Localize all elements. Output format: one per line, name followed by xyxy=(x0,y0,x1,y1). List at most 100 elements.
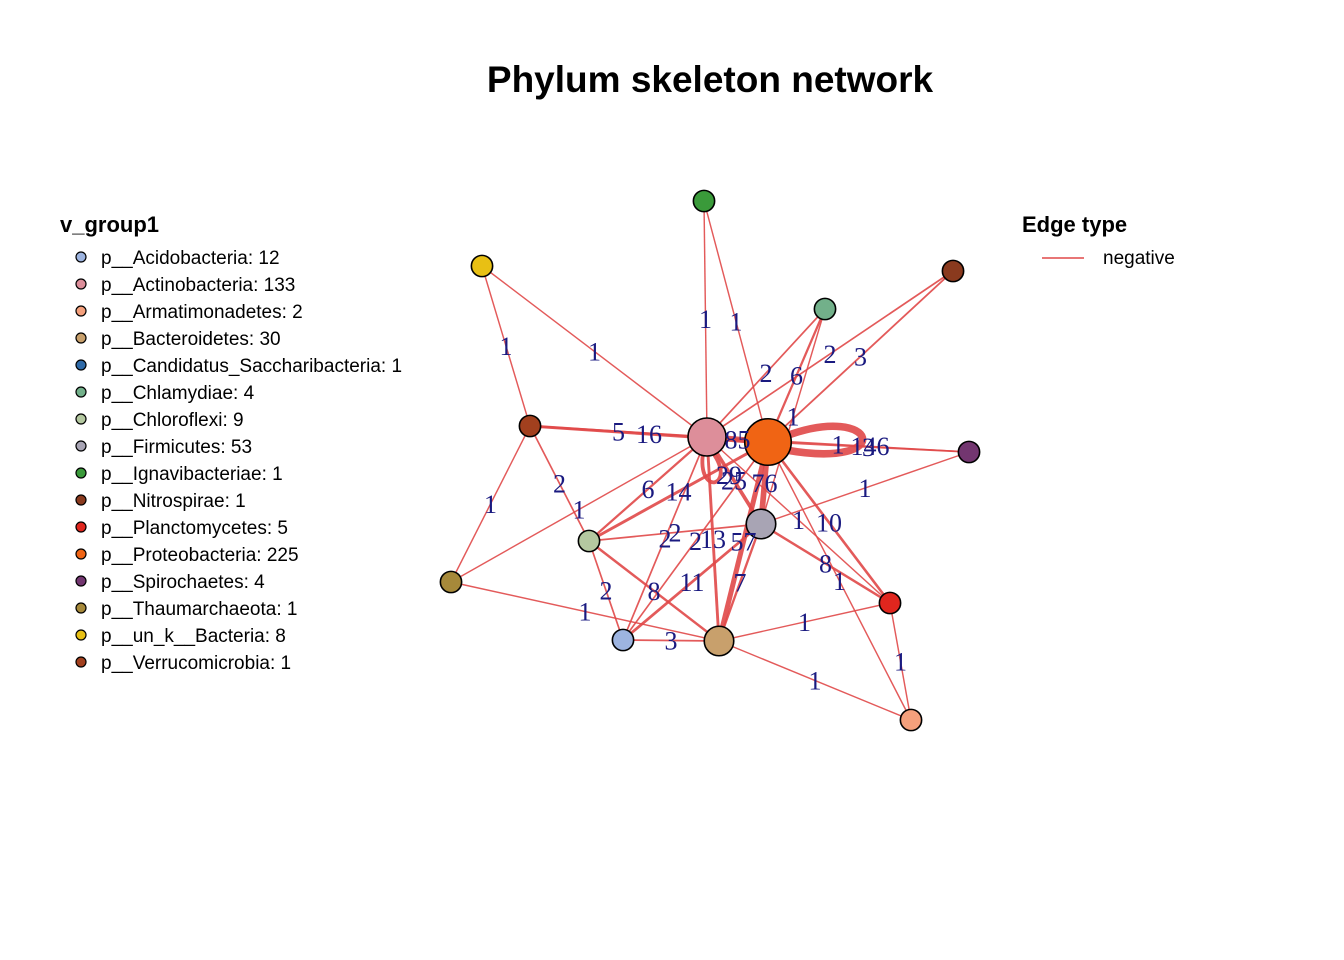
legend-item-thaumarchaeota: p__Thaumarchaeota: 1 xyxy=(101,599,297,620)
edge-weight-label: 1 xyxy=(500,332,513,361)
edge-acidobacteria-proteobacteria xyxy=(622,441,769,641)
edge-firmicutes-spirochaetes xyxy=(760,451,970,525)
edge-weight-label: 14 xyxy=(666,478,692,507)
edge-verrucomicrobia-thaumarchaeota xyxy=(450,425,531,583)
legend-item-nitrospirae: p__Nitrospirae: 1 xyxy=(101,491,246,512)
edge-chlamydiae-proteobacteria xyxy=(766,308,827,443)
edge-weight-label: 3 xyxy=(854,343,867,372)
edge-weight-label: 1 xyxy=(787,403,800,432)
node-verrucomicrobia xyxy=(518,414,542,438)
edge-weight-label: 146 xyxy=(851,432,890,461)
legend-item-ignavibacteriae: p__Ignavibacteriae: 1 xyxy=(101,464,283,485)
edge-thaumarchaeota-bacteroidetes xyxy=(450,581,720,642)
edge-acidobacteria-bacteroidetes xyxy=(622,639,720,642)
edge-weight-label: 1 xyxy=(573,496,586,525)
legend-item-planctomycetes: p__Planctomycetes: 5 xyxy=(101,518,288,539)
edge-weight-label: 1 xyxy=(833,567,846,596)
edge-weight-label: 8 xyxy=(819,550,832,579)
legend-swatch-ignavibacteriae xyxy=(75,467,87,479)
edge-weight-label: 2 xyxy=(824,340,837,369)
edge-weight-label: 1 xyxy=(792,506,805,535)
edge-weight-label: 2 xyxy=(760,359,773,388)
legend-swatch-candidatus-saccharibacteria xyxy=(75,359,87,371)
node-legend-title: v_group1 xyxy=(60,212,159,237)
edge-weight-label: 1 xyxy=(832,431,845,460)
edge-weight-label: 25 xyxy=(721,467,747,496)
edge-proteobacteria-armatimonadetes xyxy=(767,441,912,721)
legend-item-armatimonadetes: p__Armatimonadetes: 2 xyxy=(101,302,303,323)
edge-proteobacteria-chloroflexi xyxy=(588,440,769,543)
edge-proteobacteria-planctomycetes xyxy=(766,441,892,604)
node-legend: v_group1 p__Acidobacteria: 12 p__Actinoba… xyxy=(60,212,402,674)
edge-chlamydiae-actinobacteria xyxy=(706,308,826,438)
edge-weight-label: 85 xyxy=(725,426,751,455)
edge-actinobacteria-planctomycetes xyxy=(706,436,891,604)
legend-swatch-planctomycetes xyxy=(75,521,87,533)
edge-nitrospirae-proteobacteria xyxy=(767,270,954,443)
node-un-k-bacteria xyxy=(470,254,494,278)
edge-weight-label: 8 xyxy=(648,577,661,606)
node-ignavibacteriae xyxy=(692,189,716,213)
edge-weight-label: 1 xyxy=(699,305,712,334)
edge-weight-label: 5 xyxy=(612,418,625,447)
edge-weight-label: 1 xyxy=(730,308,743,337)
node-actinobacteria xyxy=(687,417,727,457)
legend-swatch-spirochaetes xyxy=(75,575,87,587)
edge-weight-label: 1 xyxy=(894,648,907,677)
node-legend-items: p__Acidobacteria: 12 p__Actinobacteria: 1… xyxy=(75,248,402,674)
edge-actinobacteria-bacteroidetes xyxy=(705,436,721,642)
node-proteobacteria xyxy=(743,417,793,467)
edge-weight-label: 1 xyxy=(798,608,811,637)
node-nitrospirae xyxy=(941,259,965,283)
edge-weight-label: 1 xyxy=(579,598,592,627)
legend-item-acidobacteria: p__Acidobacteria: 12 xyxy=(101,248,280,269)
legend-item-verrucomicrobia: p__Verrucomicrobia: 1 xyxy=(101,653,291,674)
edge-proteobacteria-bacteroidetes xyxy=(716,441,771,642)
edge-actinobacteria-thaumarchaeota xyxy=(450,436,708,583)
legend-item-bacteroidetes: p__Bacteroidetes: 30 xyxy=(101,329,281,350)
edge-un-k-bacteria-verrucomicrobia xyxy=(481,265,531,427)
legend-swatch-actinobacteria xyxy=(75,278,87,290)
legend-swatch-verrucomicrobia xyxy=(75,656,87,668)
nodes-layer xyxy=(439,189,981,732)
edge-weight-label: 76 xyxy=(752,469,778,498)
edge-weight-label: 3 xyxy=(862,433,875,462)
legend-item-chloroflexi: p__Chloroflexi: 9 xyxy=(101,410,244,431)
edge-actinobacteria-chloroflexi xyxy=(588,436,708,542)
edges-layer xyxy=(450,200,970,721)
edge-weight-label: 2 xyxy=(689,527,702,556)
plot-title: Phylum skeleton network xyxy=(487,59,934,100)
edge-weight-label: 1 xyxy=(484,490,497,519)
legend-swatch-nitrospirae xyxy=(75,494,87,506)
edge-chlamydiae-firmicutes xyxy=(760,308,826,525)
edge-ignavibacteriae-actinobacteria xyxy=(703,200,708,438)
legend-item-spirochaetes: p__Spirochaetes: 4 xyxy=(101,572,265,593)
edge-chloroflexi-bacteroidetes xyxy=(588,540,720,642)
node-chlamydiae xyxy=(813,297,837,321)
node-thaumarchaeota xyxy=(439,570,463,594)
legend-item-firmicutes: p__Firmicutes: 53 xyxy=(101,437,252,458)
legend-swatch-firmicutes xyxy=(75,440,87,452)
edge-weight-label: 29 xyxy=(716,461,742,490)
node-firmicutes xyxy=(745,508,777,540)
edge-weight-label: 1 xyxy=(859,474,872,503)
edge-actinobacteria-actinobacteria xyxy=(700,451,723,485)
node-spirochaetes xyxy=(957,440,981,464)
edge-actinobacteria-acidobacteria xyxy=(622,436,708,641)
legend-item-proteobacteria: p__Proteobacteria: 225 xyxy=(101,545,299,566)
edge-weight-label: 1 xyxy=(588,338,601,367)
edge-verrucomicrobia-chloroflexi xyxy=(529,425,590,542)
legend-swatch-thaumarchaeota xyxy=(75,602,87,614)
node-planctomycetes xyxy=(878,591,902,615)
edge-weight-label: 7 xyxy=(734,569,747,598)
edge-firmicutes-bacteroidetes xyxy=(717,523,763,642)
legend-swatch-chloroflexi xyxy=(75,413,87,425)
edge-nitrospirae-actinobacteria xyxy=(706,270,954,438)
edge-weight-label: 2 xyxy=(553,470,566,499)
edge-weight-label: 10 xyxy=(816,509,842,538)
node-chloroflexi xyxy=(577,529,601,553)
legend-swatch-bacteroidetes xyxy=(75,332,87,344)
edge-weight-label: 16 xyxy=(636,420,662,449)
